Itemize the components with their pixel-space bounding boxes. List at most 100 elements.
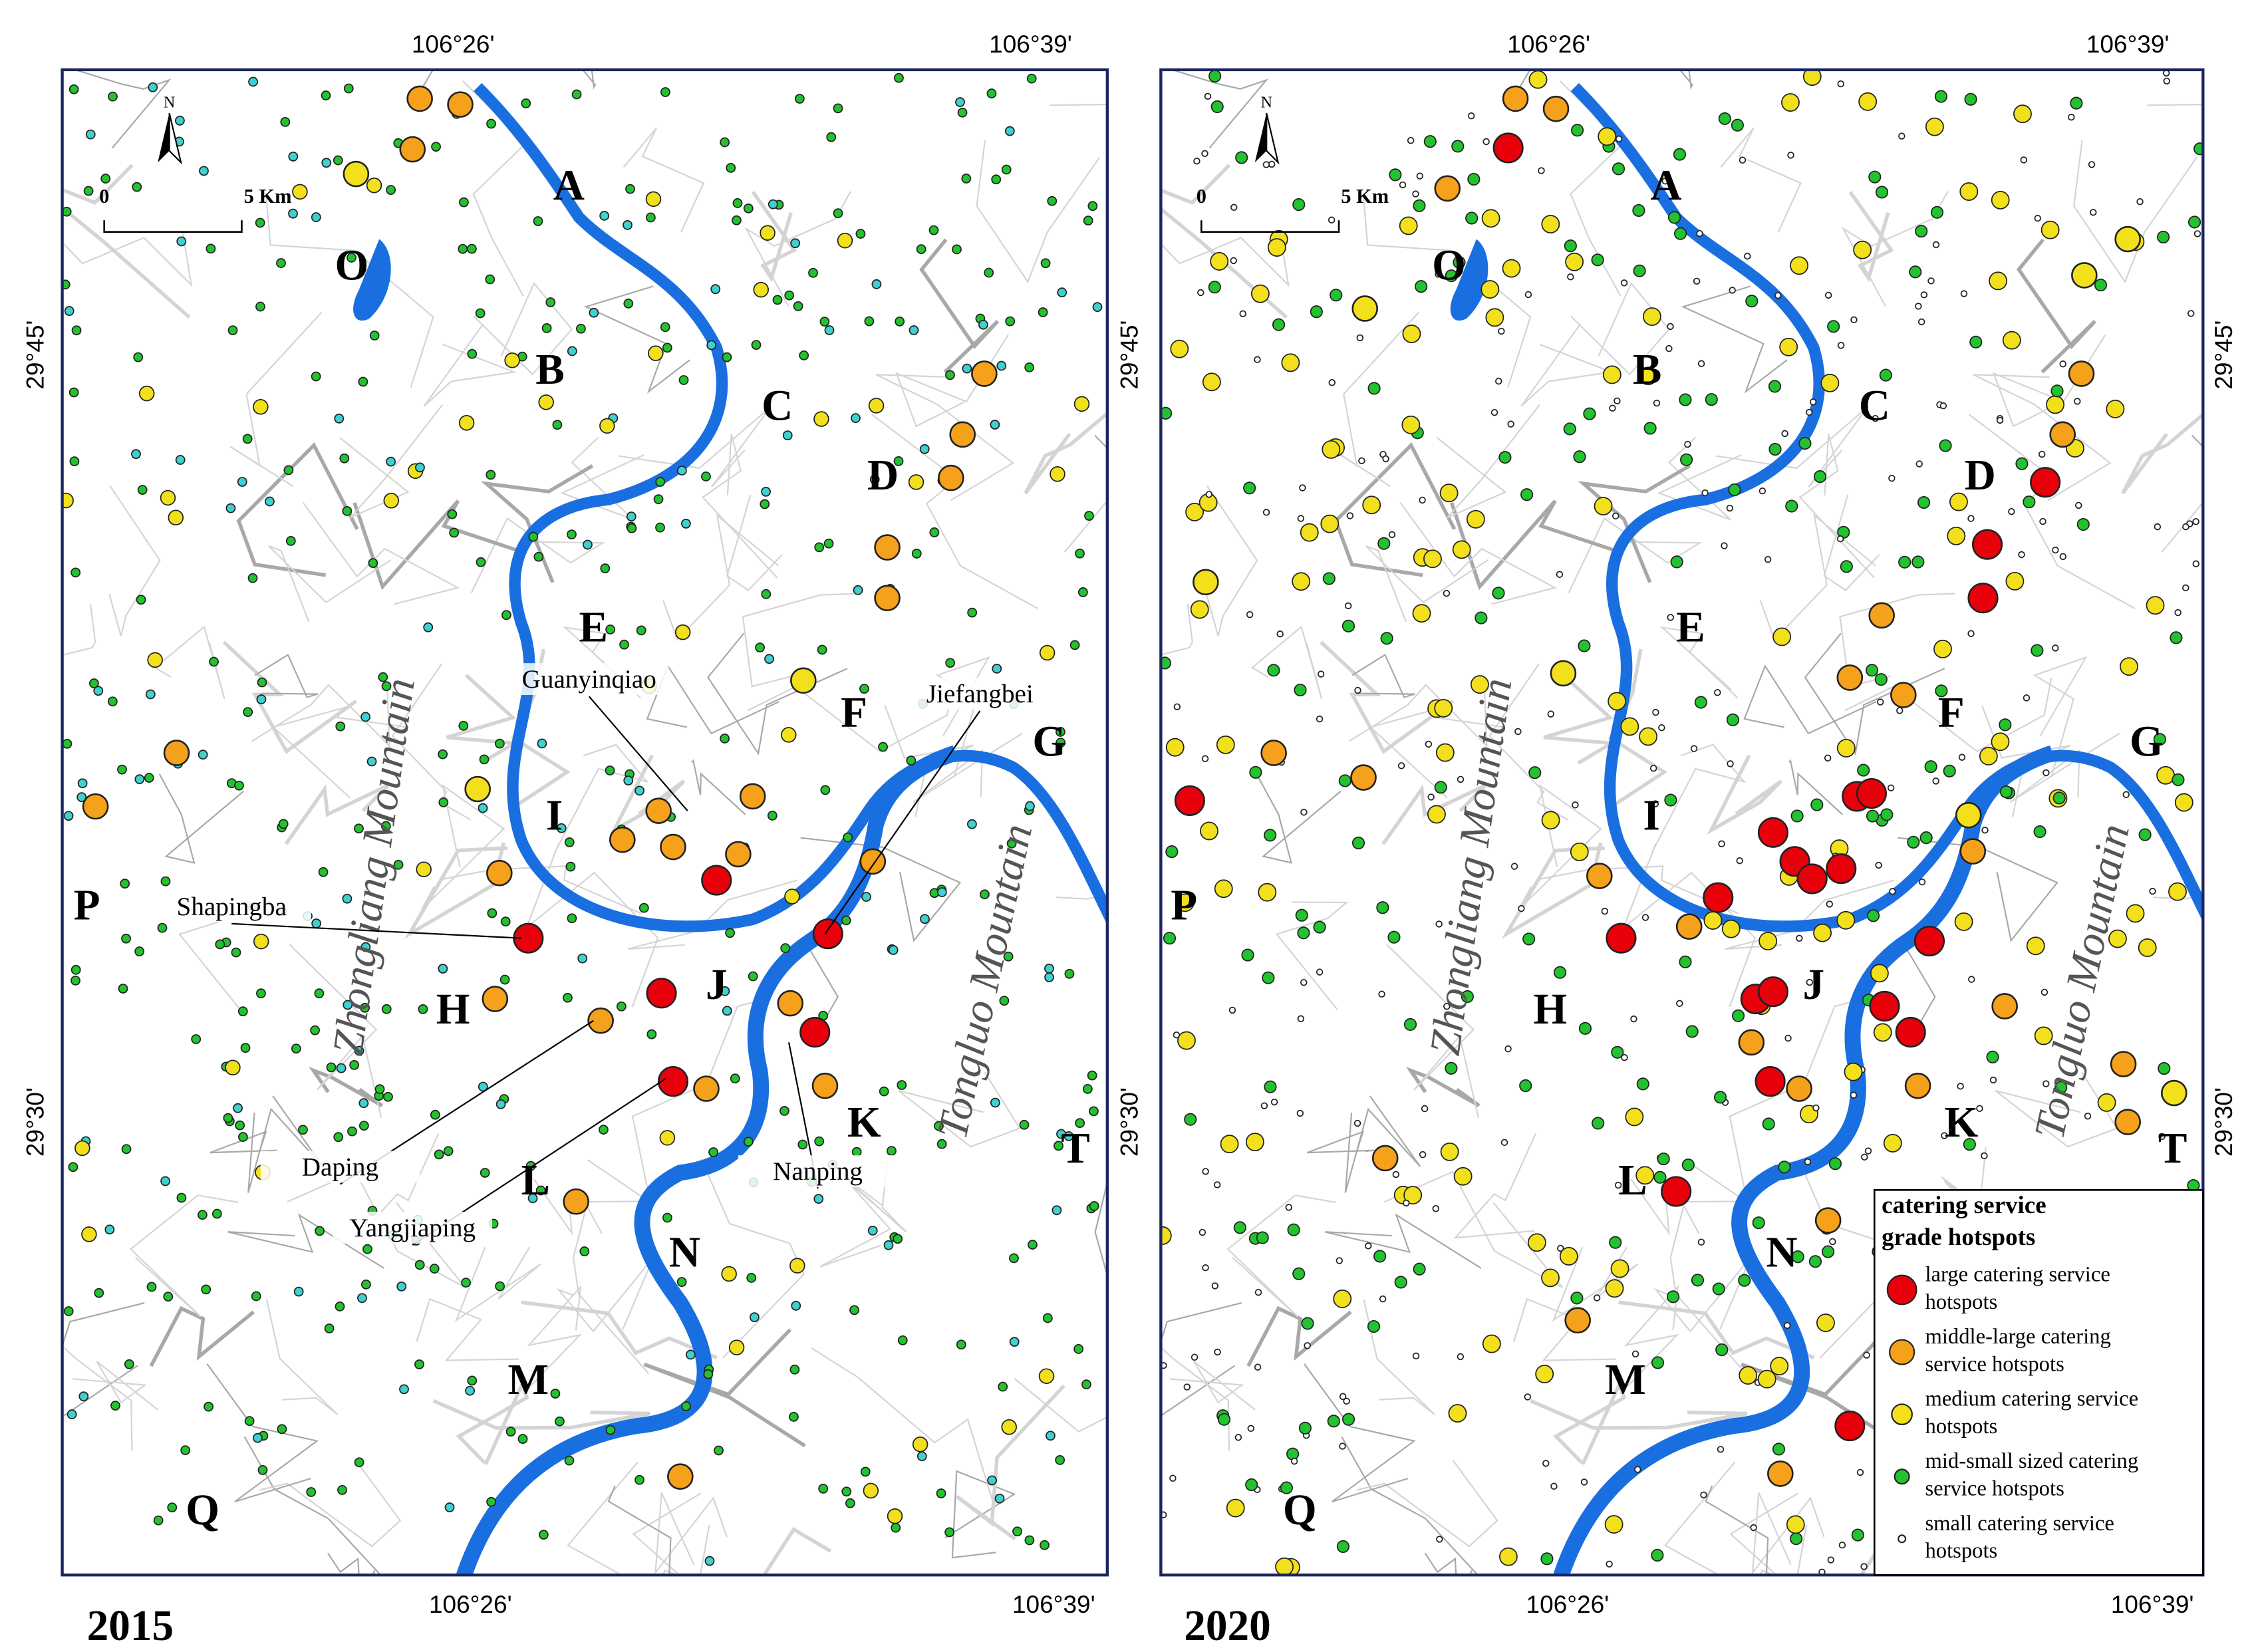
- hotspot: [2154, 523, 2162, 531]
- hotspot: [1804, 1158, 1812, 1166]
- road: [1759, 513, 1876, 641]
- hotspot: [1989, 1076, 1997, 1084]
- hotspot: [1610, 1259, 1629, 1278]
- hotspot: [1490, 408, 1498, 416]
- hotspot: [2052, 791, 2066, 805]
- hotspot: [1427, 793, 1435, 801]
- hotspot: [879, 1086, 889, 1097]
- hotspot: [1294, 683, 1307, 697]
- road: [1246, 1306, 1352, 1367]
- road: [1543, 674, 1618, 765]
- hotspot: [1989, 271, 2008, 291]
- hotspot: [1328, 216, 1336, 223]
- hotspot: [1040, 1540, 1050, 1550]
- legend-label: service hotspots: [1925, 1352, 2064, 1376]
- hotspot: [1960, 290, 1968, 297]
- hotspot: [657, 1066, 689, 1097]
- hotspot: [1249, 765, 1262, 779]
- hotspot: [486, 1496, 496, 1507]
- hotspot: [799, 350, 809, 360]
- hotspot: [1467, 172, 1481, 186]
- hotspot: [1808, 1255, 1822, 1268]
- hotspot: [1211, 1282, 1219, 1290]
- hotspot: [1250, 284, 1270, 303]
- hotspot: [1856, 1468, 1864, 1476]
- hotspot: [1667, 323, 1674, 331]
- hotspot: [746, 1273, 757, 1283]
- hotspot: [1718, 840, 1725, 847]
- hotspot: [1448, 1404, 1467, 1423]
- hotspot: [1685, 1025, 1699, 1038]
- hotspot: [655, 477, 666, 487]
- hotspot: [1230, 257, 1237, 265]
- hotspot: [748, 971, 758, 982]
- hotspot: [1298, 1421, 1312, 1435]
- district-label: J: [1803, 961, 1825, 1009]
- hotspot: [720, 137, 730, 148]
- hotspot: [1883, 1133, 1902, 1153]
- hotspot: [306, 1487, 317, 1497]
- hotspot: [1612, 512, 1620, 520]
- latitude-label: 29°45': [21, 321, 49, 390]
- hotspot: [1260, 740, 1287, 766]
- hotspot: [855, 229, 866, 239]
- hotspot: [1717, 1446, 1725, 1453]
- hotspot: [1285, 1204, 1292, 1211]
- hotspot: [1715, 1343, 1729, 1357]
- road: [662, 513, 779, 641]
- hotspot: [120, 879, 130, 889]
- place-label: Shapingba: [177, 893, 287, 921]
- hotspot: [703, 1369, 714, 1379]
- hotspot: [1550, 660, 1577, 687]
- hotspot: [1482, 1334, 1501, 1353]
- hotspot: [131, 449, 141, 460]
- hotspot: [1606, 922, 1637, 954]
- hotspot: [1875, 186, 1889, 199]
- hotspot: [1643, 422, 1657, 435]
- hotspot: [1673, 227, 1687, 240]
- hotspot: [1443, 1003, 1451, 1010]
- hotspot: [1304, 1342, 1311, 1349]
- hotspot: [1272, 318, 1286, 331]
- hotspot: [648, 345, 664, 361]
- hotspot: [237, 1132, 248, 1142]
- hotspot: [69, 84, 79, 94]
- hotspot: [1262, 161, 1270, 168]
- hotspot: [1378, 990, 1385, 998]
- road: [1341, 1436, 1479, 1576]
- hotspot: [1419, 1151, 1427, 1159]
- road: [1161, 1302, 1242, 1417]
- hotspot: [137, 485, 148, 495]
- hotspot: [381, 681, 392, 692]
- hotspot: [1701, 489, 1709, 497]
- road: [691, 759, 746, 815]
- hotspot: [653, 494, 664, 505]
- hotspot: [2046, 395, 2065, 414]
- district-label: N: [1766, 1229, 1797, 1277]
- hotspot: [1073, 396, 1090, 412]
- hotspot: [449, 527, 460, 538]
- hotspot: [600, 563, 611, 574]
- district-label: F: [1938, 689, 1965, 737]
- hotspot: [1055, 1454, 1065, 1465]
- hotspot: [1044, 963, 1054, 974]
- hotspot: [1915, 460, 1923, 468]
- hotspot: [438, 797, 449, 807]
- hotspot: [1856, 777, 1888, 809]
- hotspot: [779, 1105, 789, 1116]
- hotspot: [1320, 514, 1340, 533]
- road: [62, 230, 193, 287]
- hotspot: [528, 531, 539, 542]
- hotspot: [1963, 1138, 1976, 1151]
- hotspot: [797, 1139, 808, 1150]
- hotspot: [2033, 825, 2046, 839]
- hotspot: [945, 658, 956, 668]
- district-label: K: [1944, 1099, 1978, 1147]
- hotspot: [225, 1059, 241, 1076]
- scale-label: 5 Km: [244, 185, 292, 207]
- hotspot: [343, 160, 370, 188]
- north-arrow: [1266, 112, 1280, 165]
- hotspot: [1445, 269, 1458, 283]
- hotspot: [399, 136, 426, 163]
- map-frame: [1159, 68, 2205, 1577]
